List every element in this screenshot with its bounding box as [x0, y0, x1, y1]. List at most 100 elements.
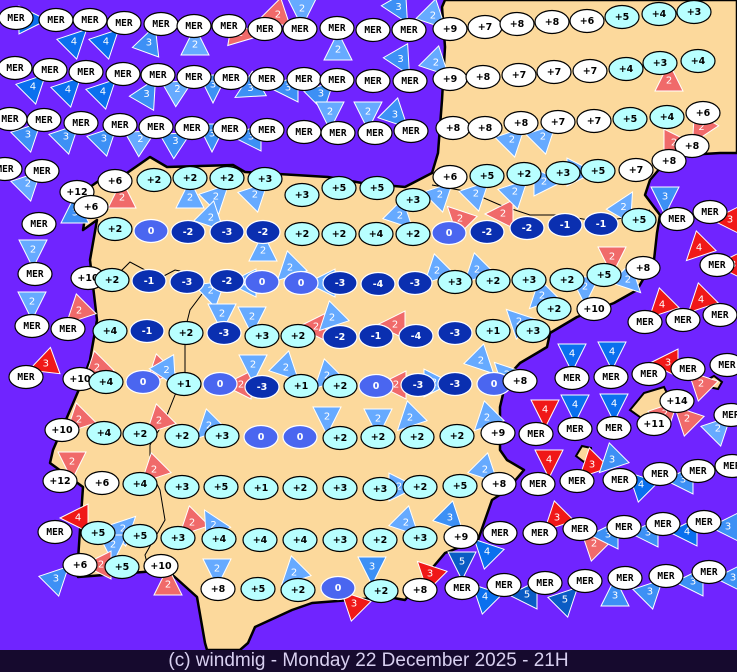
wind-triangle-icon [312, 406, 342, 437]
temperature-station: +2 [280, 577, 316, 603]
wind-speed: 2 [291, 567, 297, 578]
wind-speed: 2 [474, 264, 480, 275]
wind-speed: 3 [680, 475, 686, 486]
temperature-station: +2 [280, 323, 316, 349]
temperature-station: 0 [282, 424, 318, 450]
wind-speed: 2 [430, 10, 436, 21]
wind-speed: 2 [208, 212, 214, 223]
station-value: +8 [510, 19, 525, 30]
temperature-station: +2 [168, 320, 204, 346]
station-value: -2 [222, 276, 233, 287]
station-oval [509, 215, 545, 241]
temperature-station: +2 [439, 423, 475, 449]
wind-arrow: 2 [496, 178, 529, 211]
station-value: +1 [294, 381, 309, 392]
station-oval [391, 17, 427, 43]
station-oval [17, 261, 53, 287]
wind-speed: 3 [427, 569, 433, 580]
station-oval [94, 267, 130, 293]
temperature-station: -3 [400, 372, 436, 398]
wind-speed: 3 [318, 89, 324, 100]
station-oval [392, 68, 428, 94]
temperature-station: +5 [104, 554, 140, 580]
temperature-station: +2 [549, 267, 585, 293]
wind-arrow: 2 [363, 408, 393, 439]
station-oval [482, 520, 518, 546]
station-oval [243, 424, 279, 450]
station-value: +8 [413, 585, 428, 596]
station-oval [586, 262, 622, 288]
sea-station: MER [518, 421, 554, 447]
station-value: +5 [133, 531, 148, 542]
wind-triangle-icon [207, 303, 237, 334]
station-value: +10 [69, 374, 91, 385]
wind-triangle-icon [14, 73, 47, 106]
temperature-station: +3 [284, 182, 320, 208]
station-value: MER [651, 469, 668, 480]
wind-speed: 4 [71, 37, 77, 48]
station-value: +2 [179, 328, 194, 339]
station-value: +5 [214, 482, 229, 493]
station-value: +2 [560, 275, 575, 286]
sea-station: MER [642, 461, 678, 487]
station-value: -3 [219, 328, 230, 339]
sea-station: MER [319, 67, 355, 93]
station-oval [322, 270, 358, 296]
station-oval [596, 415, 632, 441]
wind-speed: 2 [25, 179, 31, 190]
station-oval [102, 112, 138, 138]
sea-station: MER [522, 520, 558, 546]
wind-triangle-icon [530, 399, 560, 430]
station-oval [475, 318, 511, 344]
temperature-station: +2 [506, 161, 542, 187]
wind-speed: 2 [94, 362, 100, 373]
wind-speed: 2 [540, 132, 546, 143]
wind-speed: 2 [625, 274, 631, 285]
wind-triangle-icon [650, 186, 680, 217]
wind-speed: 2 [403, 517, 409, 528]
station-oval [402, 474, 438, 500]
station-value: MER [722, 410, 737, 421]
station-value: -3 [450, 328, 461, 339]
station-value: MER [72, 118, 89, 129]
station-value: MER [33, 166, 50, 177]
station-value: +2 [108, 224, 123, 235]
wind-triangle-icon [534, 449, 564, 480]
temperature-station: +3 [204, 423, 240, 449]
temperature-station: +2 [321, 221, 357, 247]
wind-speed: 3 [690, 577, 696, 588]
station-value: MER [221, 124, 238, 135]
station-oval [439, 423, 475, 449]
wind-speed: 3 [397, 54, 403, 65]
wind-speed: 3 [210, 80, 216, 91]
station-oval [481, 471, 517, 497]
wind-speed: 2 [76, 305, 82, 316]
temperature-station: +3 [164, 474, 200, 500]
station-value: +8 [636, 263, 651, 274]
sea-station: MER [355, 17, 391, 43]
station-value: +3 [171, 533, 186, 544]
station-oval [359, 175, 395, 201]
station-oval [520, 471, 556, 497]
station-oval [642, 50, 678, 76]
station-value: MER [700, 567, 717, 578]
sea-station: MER [0, 156, 23, 182]
wind-arrow: 2 [17, 291, 47, 322]
station-value: MER [115, 18, 132, 29]
wind-triangle-icon [353, 101, 383, 132]
station-value: +3 [295, 190, 310, 201]
station-oval [395, 221, 431, 247]
station-oval [283, 373, 319, 399]
wind-speed: 4 [75, 513, 81, 524]
temperature-station: +8 [534, 9, 570, 35]
station-oval [32, 57, 68, 83]
station-value: +3 [413, 533, 428, 544]
station-oval [649, 104, 685, 130]
wind-arrow: 2 [267, 349, 300, 382]
station-oval [249, 66, 285, 92]
temperature-station: +1 [283, 373, 319, 399]
wind-arrow: 2 [180, 25, 210, 56]
station-oval [642, 461, 678, 487]
station-value: +10 [51, 425, 73, 436]
station-value: +6 [84, 202, 99, 213]
